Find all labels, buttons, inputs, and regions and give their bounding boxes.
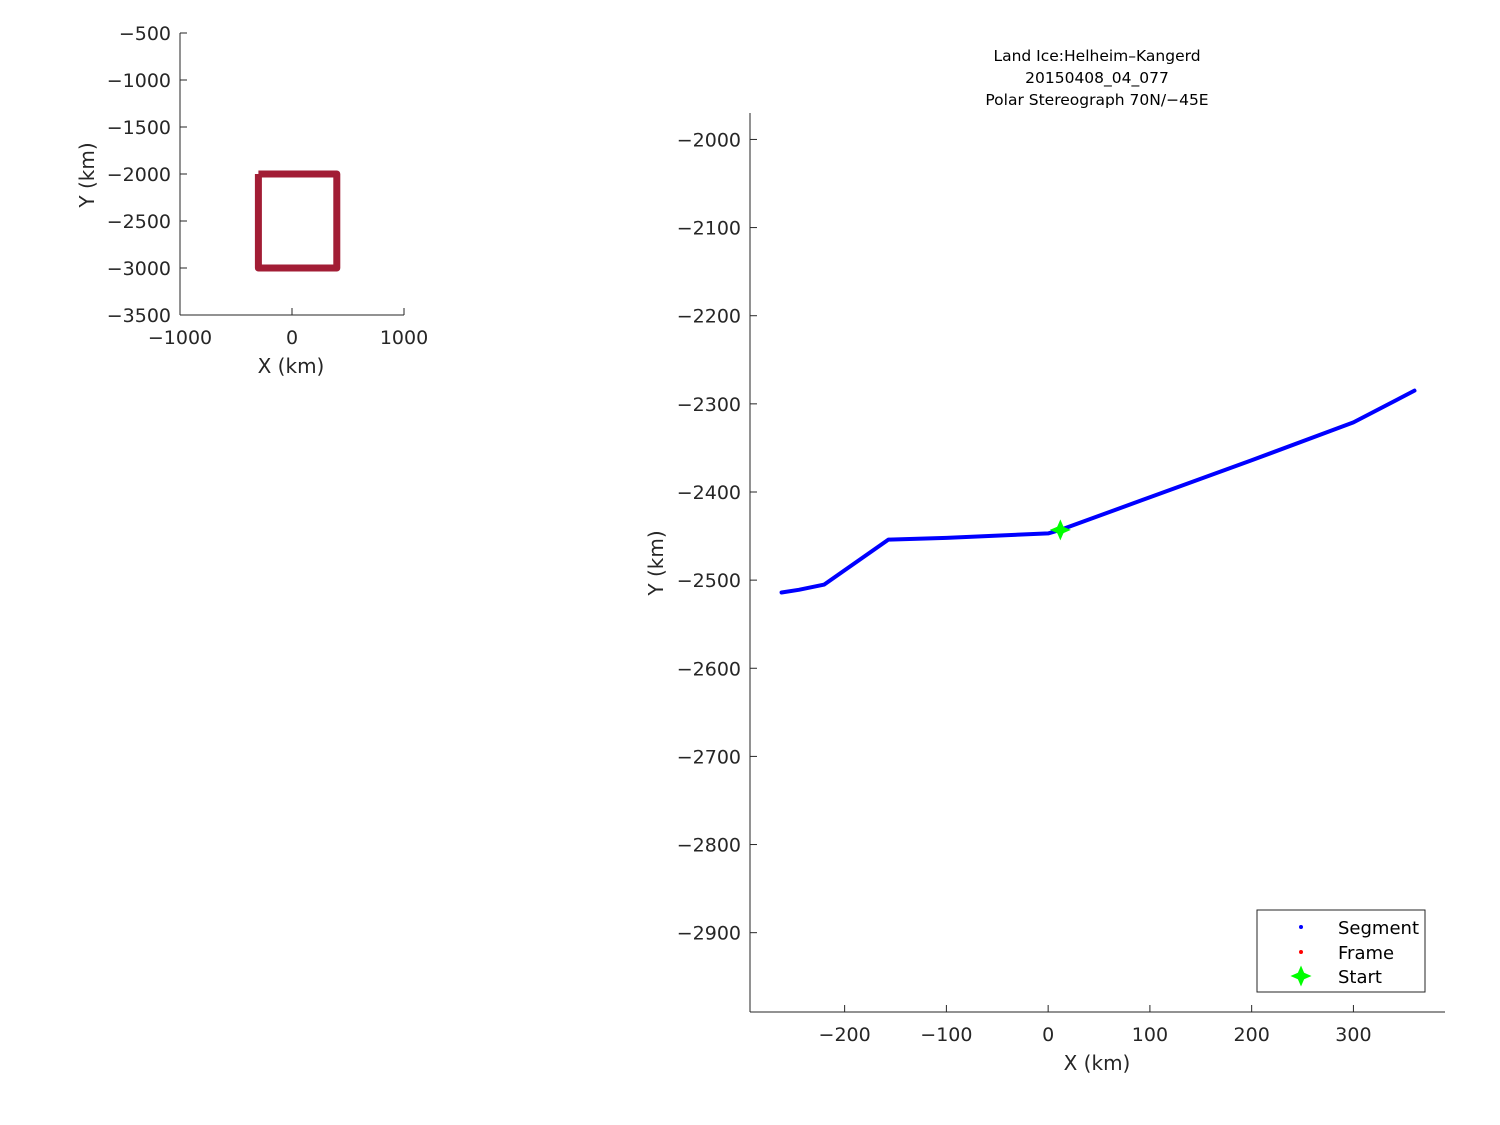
y-tick-label: −2400 — [677, 482, 741, 504]
start-marker — [1049, 519, 1071, 541]
overview-axes: −1000 0 1000 −500 −1000 −1500 −2000 −2500 −3000… — [75, 23, 428, 378]
legend-frame-marker — [1299, 950, 1303, 954]
y-tick-label: −2200 — [677, 306, 741, 328]
x-tick-label: −1000 — [148, 327, 212, 349]
y-tick-label: −1000 — [107, 70, 171, 92]
y-tick-label: −500 — [119, 23, 171, 45]
segment-x-axis-label: X (km) — [1064, 1051, 1131, 1075]
x-tick-label: −200 — [819, 1024, 871, 1046]
y-tick-label: −2000 — [677, 129, 741, 151]
y-tick-label: −2300 — [677, 394, 741, 416]
x-tick-label: 100 — [1132, 1024, 1168, 1046]
chart-title: Land Ice:Helheim–Kangerd 20150408_04_077… — [985, 47, 1208, 109]
legend-start-marker — [1290, 965, 1312, 987]
legend-box — [1256, 909, 1426, 993]
legend-frame-label: Frame — [1338, 943, 1394, 964]
y-tick-label: −2800 — [677, 835, 741, 857]
y-tick-label: −2500 — [107, 211, 171, 233]
segment-y-ticks: −2000 −2100 −2200 −2300 −2400 −2500 −2600 −2700… — [677, 129, 757, 945]
x-tick-label: 300 — [1335, 1024, 1371, 1046]
segment-plot-area — [779, 388, 1417, 595]
y-tick-label: −2500 — [677, 570, 741, 592]
legend-segment-marker — [1299, 925, 1303, 929]
title-line-projection: Polar Stereograph 70N/−45E — [985, 91, 1208, 109]
y-tick-label: −2700 — [677, 746, 741, 768]
title-line-segment-id: 20150408_04_077 — [1025, 69, 1169, 88]
x-tick-label: 0 — [286, 327, 298, 349]
x-tick-label: −100 — [920, 1024, 972, 1046]
segment-y-axis-label: Y (km) — [644, 530, 668, 596]
segment-track-line — [779, 388, 1417, 595]
legend-segment-label: Segment — [1338, 918, 1419, 939]
y-tick-label: −2100 — [677, 218, 741, 240]
y-tick-label: −2900 — [677, 923, 741, 945]
title-line-region: Land Ice:Helheim–Kangerd — [993, 47, 1200, 65]
segment-x-ticks: −200 −100 0 100 200 300 — [819, 1005, 1372, 1046]
y-tick-label: −2000 — [107, 164, 171, 186]
segment-axes: Land Ice:Helheim–Kangerd 20150408_04_077… — [644, 47, 1445, 1075]
overview-x-axis-label: X (km) — [258, 354, 325, 378]
y-tick-label: −3000 — [107, 258, 171, 280]
x-tick-label: 1000 — [380, 327, 428, 349]
legend-start-label: Start — [1338, 967, 1382, 988]
overview-plot-area — [254, 170, 341, 272]
coverage-box-line — [254, 170, 341, 272]
x-tick-label: 0 — [1042, 1024, 1054, 1046]
overview-y-axis-label: Y (km) — [75, 142, 99, 208]
segment-axis-frame — [749, 113, 1445, 1013]
y-tick-label: −3500 — [107, 305, 171, 327]
x-tick-label: 200 — [1234, 1024, 1270, 1046]
overview-x-ticks: −1000 0 1000 — [148, 308, 428, 349]
legend: Segment Frame Start — [1256, 909, 1426, 993]
y-tick-label: −2600 — [677, 658, 741, 680]
y-tick-label: −1500 — [107, 117, 171, 139]
overview-y-ticks: −500 −1000 −1500 −2000 −2500 −3000 −3500 — [107, 23, 187, 327]
